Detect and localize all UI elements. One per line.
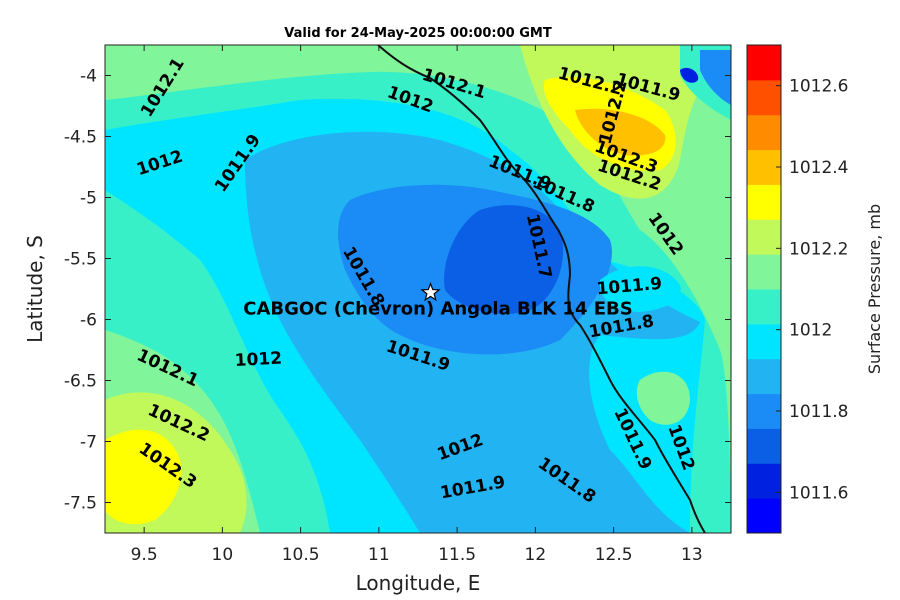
x-tick-label: 9.5 <box>131 545 158 565</box>
y-tick-label: -6 <box>80 311 97 331</box>
colorbar-swatch <box>747 45 781 81</box>
x-tick-label: 10.5 <box>282 545 320 565</box>
y-axis-label: Latitude, S <box>23 235 47 343</box>
colorbar-swatch <box>747 254 781 290</box>
y-tick-label: -4.5 <box>64 128 97 148</box>
colorbar <box>747 45 781 534</box>
x-tick-label: 12 <box>525 545 547 565</box>
colorbar-label: Surface Pressure, mb <box>865 204 884 374</box>
colorbar-swatch <box>747 289 781 325</box>
colorbar-swatch <box>747 428 781 464</box>
coastline <box>377 45 706 533</box>
se-pocket <box>636 371 690 425</box>
colorbar-tick-label: 1012.6 <box>789 77 848 97</box>
colorbar-swatch <box>747 498 781 534</box>
colorbar-swatch <box>747 184 781 220</box>
ne-level-1012.4 <box>575 108 666 156</box>
x-axis-ticks: 9.5 10 10.5 11 11.5 12 12.5 13 <box>131 45 703 565</box>
colorbar-frame <box>746 44 782 534</box>
colorbar-swatch <box>747 114 781 151</box>
y-tick-label: -6.5 <box>64 372 97 392</box>
x-tick-label: 11 <box>368 545 390 565</box>
site-marker-group: CABGOC (Chevron) Angola BLK 14 EBS <box>243 282 633 320</box>
colorbar-swatch <box>747 358 781 395</box>
level-1011.6 <box>444 205 564 314</box>
colorbar-swatch <box>747 463 781 499</box>
x-tick-label: 10 <box>212 545 234 565</box>
colorbar-swatch <box>747 219 781 255</box>
level-1012.3 <box>105 429 182 525</box>
ne-low-1011.8 <box>700 50 731 105</box>
y-tick-label: -4 <box>80 67 97 87</box>
colorbar-swatch <box>747 393 781 429</box>
ne-low-core <box>680 67 699 83</box>
y-tick-label: -7.5 <box>64 494 97 514</box>
colorbar-swatch <box>747 149 781 185</box>
colorbar-swatch <box>747 79 781 116</box>
colorbar-tick-label: 1012.4 <box>789 158 848 178</box>
x-axis-label: Longitude, E <box>356 571 481 595</box>
pressure-field <box>105 45 731 533</box>
figure-title: Valid for 24-May-2025 00:00:00 GMT <box>284 26 552 41</box>
colorbar-swatch <box>747 323 781 360</box>
x-tick-label: 11.5 <box>438 545 476 565</box>
plot-frame <box>104 44 732 534</box>
colorbar-tick-label: 1011.6 <box>789 483 848 503</box>
y-tick-label: -5 <box>80 189 97 209</box>
east-pocket <box>599 266 681 312</box>
colorbar-tick-label: 1011.8 <box>789 402 848 422</box>
x-tick-label: 13 <box>681 545 703 565</box>
colorbar-ticks: 1011.6 1011.8 1012 1012.2 1012.4 1012.6 <box>776 77 848 503</box>
x-tick-label: 12.5 <box>595 545 633 565</box>
site-label: CABGOC (Chevron) Angola BLK 14 EBS <box>243 299 632 320</box>
contour-label: 1012 <box>234 349 282 371</box>
y-tick-label: -7 <box>80 433 97 453</box>
colorbar-tick-label: 1012.2 <box>789 239 848 259</box>
y-tick-label: -5.5 <box>64 250 97 270</box>
colorbar-tick-label: 1012 <box>789 321 832 341</box>
y-axis-ticks: -4 -4.5 -5 -5.5 -6 -6.5 -7 -7.5 <box>64 67 731 514</box>
site-star-icon <box>420 282 441 302</box>
